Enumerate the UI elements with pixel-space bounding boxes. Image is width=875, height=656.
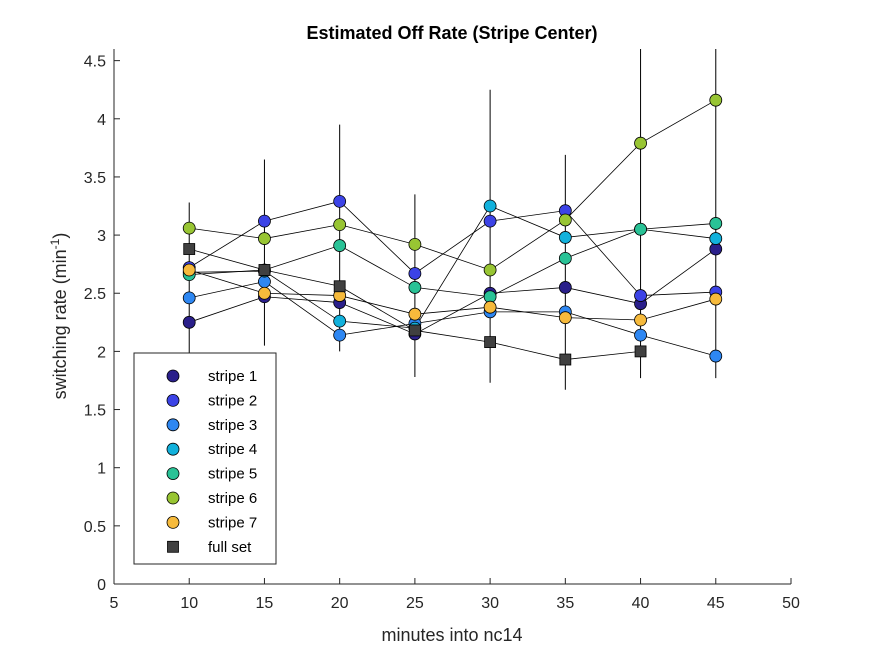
data-point	[408, 267, 422, 280]
data-point	[183, 243, 196, 255]
y-tick-label: 0.5	[84, 519, 106, 536]
legend-marker	[166, 491, 180, 505]
y-tick-label: 3	[97, 228, 106, 245]
y-tick-label: 1	[97, 461, 106, 478]
legend-label: stripe 3	[208, 417, 257, 434]
legend: stripe 1 stripe 2 stripe 3 stripe 4 stripe 5…	[133, 352, 277, 565]
data-point	[558, 231, 572, 244]
series-line	[189, 205, 716, 329]
y-axis-label-tail: )	[50, 233, 70, 239]
data-point	[483, 300, 497, 314]
y-tick-label: 0	[97, 577, 106, 594]
data-point	[709, 349, 723, 363]
data-point	[333, 328, 347, 342]
x-tick-label: 10	[180, 595, 198, 612]
series-line	[189, 281, 716, 357]
series-line	[189, 223, 716, 298]
legend-items: stripe 1 stripe 2 stripe 3 stripe 4 stripe 5…	[166, 368, 257, 556]
legend-label: stripe 7	[208, 514, 257, 531]
legend-box	[133, 352, 277, 565]
data-point	[333, 194, 347, 208]
series-line	[189, 269, 716, 321]
data-point	[558, 311, 572, 325]
data-point	[333, 218, 347, 232]
x-tick-label: 45	[707, 595, 725, 612]
data-point	[634, 136, 647, 150]
data-point	[483, 214, 497, 228]
x-tick-label: 5	[110, 595, 119, 612]
y-axis-label-main: switching rate (min	[50, 249, 70, 399]
data-point	[558, 213, 572, 227]
data-point	[258, 264, 271, 276]
chart-title: Estimated Off Rate (Stripe Center)	[306, 23, 597, 43]
y-tick-label: 2.5	[84, 286, 106, 303]
data-point	[408, 307, 422, 321]
data-point	[408, 281, 422, 294]
legend-marker	[166, 467, 180, 481]
legend-marker	[166, 442, 180, 456]
data-point	[182, 221, 196, 235]
y-tick-label: 4.5	[84, 54, 106, 71]
legend-label: stripe 6	[208, 490, 257, 507]
data-point	[483, 199, 497, 213]
legend-marker	[166, 516, 180, 529]
data-point	[634, 345, 647, 358]
data-point	[709, 217, 723, 230]
legend-label: stripe 2	[208, 392, 257, 409]
data-point	[634, 289, 647, 302]
y-tick-label: 4	[97, 112, 106, 129]
x-tick-label: 20	[331, 595, 349, 612]
y-tick-label: 1.5	[84, 403, 106, 420]
x-tick-label: 35	[556, 595, 574, 612]
x-axis-label: minutes into nc14	[381, 625, 522, 645]
data-point	[408, 324, 421, 337]
x-tick-label: 30	[481, 595, 499, 612]
y-ticks: 0 0.5 1 1.5 2 2.5 3 3.5 4 4.5	[84, 54, 120, 594]
y-tick-label: 2	[97, 344, 106, 361]
data-point	[709, 292, 723, 306]
data-point	[333, 280, 346, 293]
x-ticks: 5 10 15 20 25 30 35 40 45 50	[110, 578, 800, 612]
data-point	[182, 315, 196, 329]
legend-marker	[166, 393, 180, 407]
series-line	[189, 248, 717, 335]
data-point	[709, 232, 723, 245]
data-points	[182, 93, 723, 366]
series-line	[189, 99, 716, 271]
x-tick-label: 25	[406, 595, 424, 612]
legend-label: full set	[208, 539, 252, 556]
axes	[113, 49, 791, 585]
legend-label: stripe 4	[208, 441, 257, 458]
data-point	[709, 93, 723, 107]
data-point	[258, 232, 271, 245]
data-point	[483, 263, 497, 277]
data-point	[258, 286, 271, 300]
legend-marker	[166, 418, 180, 432]
x-tick-label: 15	[256, 595, 274, 612]
series-line	[189, 200, 716, 296]
data-point	[258, 214, 271, 228]
data-point	[559, 353, 572, 366]
legend-marker	[166, 369, 180, 383]
legend-label: stripe 5	[208, 466, 257, 483]
legend-label: stripe 1	[208, 368, 257, 385]
legend-marker	[167, 540, 179, 553]
data-point	[634, 222, 647, 236]
data-point	[484, 336, 497, 348]
data-point	[182, 263, 196, 277]
x-tick-label: 40	[632, 595, 650, 612]
data-point	[408, 237, 422, 251]
data-point	[182, 291, 196, 305]
y-tick-label: 3.5	[84, 170, 106, 187]
data-point	[558, 281, 572, 294]
data-point	[634, 313, 647, 327]
x-tick-label: 50	[782, 595, 800, 612]
data-point	[634, 328, 647, 342]
y-axis-label-superscript: -1	[48, 238, 62, 249]
y-axis-label: switching rate (min-1)	[48, 233, 70, 400]
data-point	[558, 251, 572, 265]
data-point	[333, 239, 347, 252]
data-point	[333, 314, 347, 328]
